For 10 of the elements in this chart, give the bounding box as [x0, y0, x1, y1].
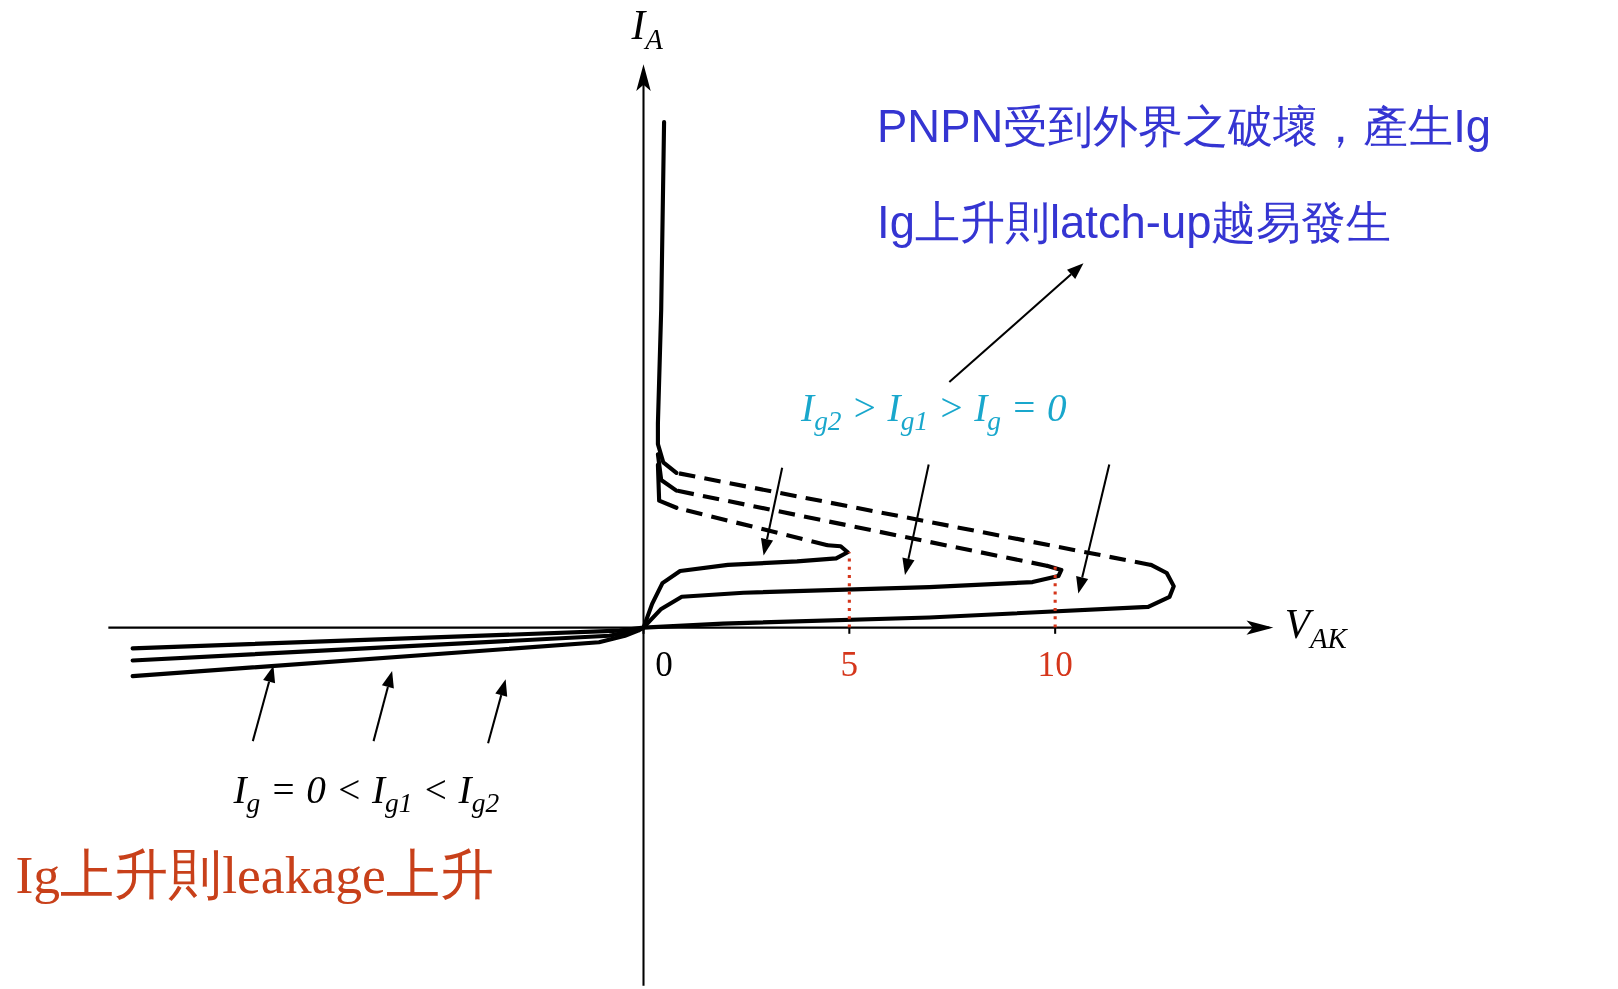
- annotation: Ig上升則latch-up越易發生: [877, 196, 1392, 248]
- x-tick-label: 5: [840, 645, 859, 685]
- text: I$_{g}$ = 0 < I$_{g1}$ < I$_{g2}$: [232, 768, 500, 819]
- annotation: I$_{g2}$ > I$_{g1}$ > I$_{g}$ = 0: [800, 386, 1068, 437]
- x-tick-label: 10: [1037, 645, 1073, 685]
- annotation: PNPN受到外界之破壞，產生Ig: [877, 100, 1492, 152]
- text: Ig上升則leakage上升: [15, 844, 494, 905]
- x-tick-label: 0: [655, 645, 673, 685]
- x-axis-title: V$_{AK}$: [1284, 600, 1349, 655]
- y-axis-title: I$_{A}$: [630, 2, 664, 56]
